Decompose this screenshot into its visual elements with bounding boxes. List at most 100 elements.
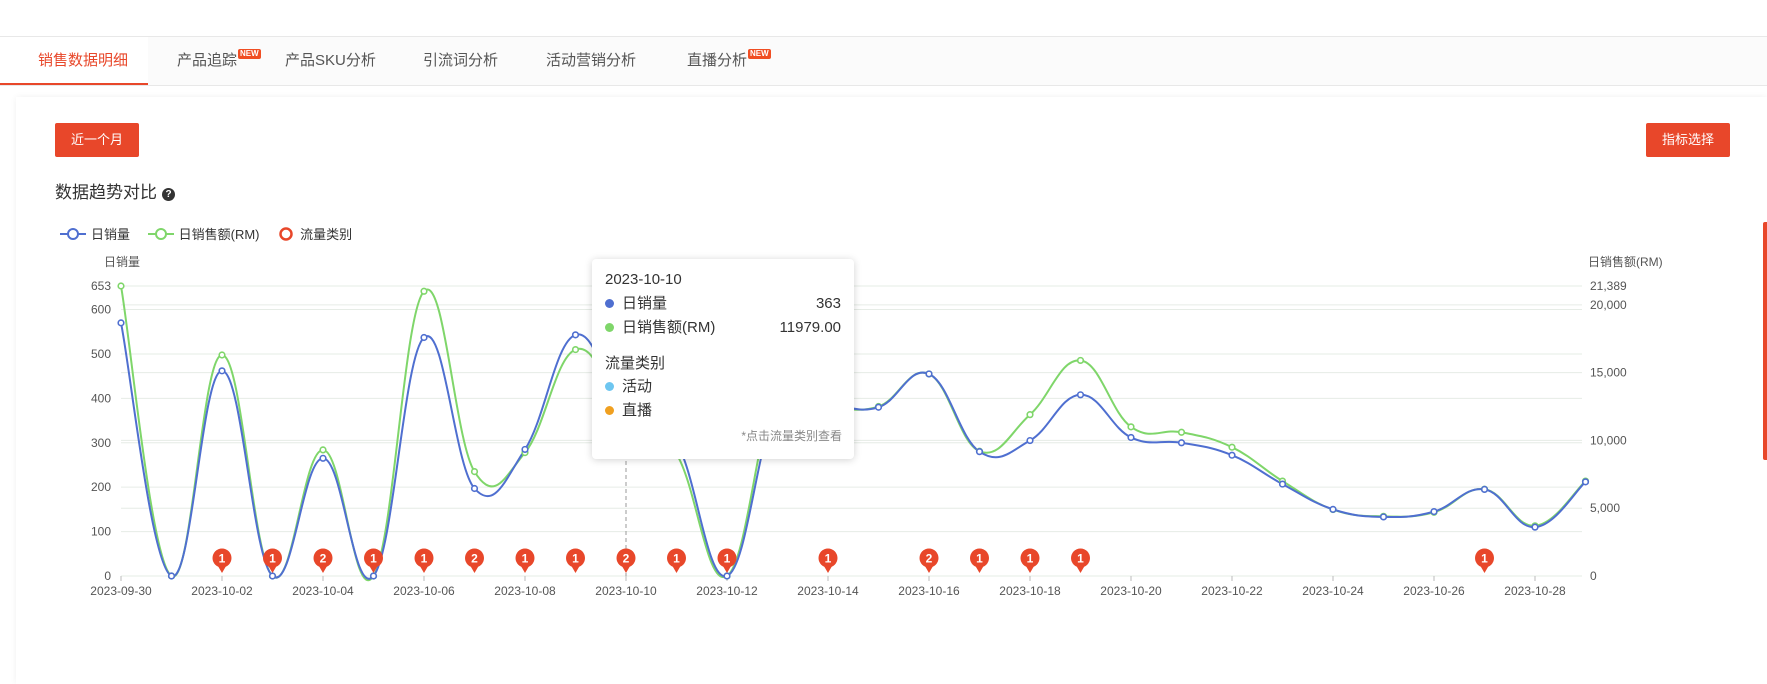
tooltip-category-activity[interactable]: 活动 bbox=[605, 377, 841, 397]
flow-marker bbox=[313, 548, 333, 568]
tab-sku-analysis[interactable]: 产品SKU分析 bbox=[285, 37, 376, 84]
x-tick-label: 2023-10-02 bbox=[191, 584, 253, 598]
data-point bbox=[1127, 423, 1135, 431]
legend-label: 日销量 bbox=[91, 227, 131, 242]
tooltip-category-live[interactable]: 直播 bbox=[605, 401, 841, 421]
x-tick-label: 2023-09-30 bbox=[90, 584, 152, 598]
data-point bbox=[1278, 480, 1287, 488]
tab-campaign-analysis[interactable]: 活动营销分析 bbox=[546, 37, 636, 84]
flow-marker-count: 2 bbox=[926, 552, 933, 566]
flow-marker-count: 1 bbox=[1077, 552, 1084, 566]
dot-icon bbox=[605, 406, 614, 415]
legend-label: 日销售额(RM) bbox=[178, 227, 260, 242]
section-title: 数据趋势对比? bbox=[55, 178, 175, 203]
flow-marker-count: 1 bbox=[269, 552, 276, 566]
flow-marker bbox=[515, 548, 535, 568]
data-point bbox=[925, 370, 933, 378]
flow-marker-count: 1 bbox=[1481, 552, 1488, 566]
flow-marker-count: 1 bbox=[219, 552, 226, 566]
new-badge: NEW bbox=[238, 49, 261, 59]
metric-select-button[interactable]: 指标选择 bbox=[1646, 123, 1731, 157]
y-right-tick-label: 10,000 bbox=[1590, 433, 1627, 447]
data-point bbox=[117, 282, 125, 290]
y-right-axis-label: 日销售额(RM) bbox=[1588, 254, 1663, 269]
date-range-button[interactable]: 近一个月 bbox=[55, 123, 140, 157]
flow-marker bbox=[818, 548, 838, 568]
chart-legend: 日销量 日销售额(RM) 流量类别 bbox=[60, 224, 366, 244]
data-point bbox=[1076, 391, 1085, 399]
tooltip-label: 直播 bbox=[622, 402, 653, 419]
circle-icon bbox=[279, 226, 293, 241]
y-right-tick-label: 21,389 bbox=[1590, 279, 1627, 293]
legend-label: 流量类别 bbox=[300, 227, 353, 242]
data-point bbox=[218, 367, 226, 375]
tab-label: 销售数据明细 bbox=[38, 52, 129, 69]
y-left-tick-label: 400 bbox=[91, 391, 111, 405]
flow-marker bbox=[212, 548, 232, 568]
data-point bbox=[1379, 513, 1388, 521]
y-right-tick-label: 15,000 bbox=[1590, 366, 1627, 380]
data-point bbox=[1026, 436, 1034, 445]
tab-traffic-keywords[interactable]: 引流词分析 bbox=[423, 37, 498, 84]
question-circle-icon[interactable]: ? bbox=[162, 188, 175, 201]
data-point bbox=[1228, 451, 1236, 459]
y-left-tick-label: 653 bbox=[91, 279, 111, 293]
chart-tooltip: 2023-10-10 日销量 363 日销售额(RM) 11979.00 流量类别 … bbox=[592, 259, 854, 459]
data-point bbox=[571, 345, 580, 354]
dot-icon bbox=[605, 323, 614, 332]
y-left-tick-label: 600 bbox=[91, 303, 111, 317]
line-circle-icon bbox=[60, 227, 86, 240]
x-tick-label: 2023-10-14 bbox=[797, 584, 859, 598]
legend-item-flow-category[interactable]: 流量类别 bbox=[277, 224, 352, 243]
data-point bbox=[420, 333, 428, 342]
data-point bbox=[1177, 439, 1186, 447]
y-right-tick-label: 20,000 bbox=[1590, 298, 1627, 312]
tab-sales-detail[interactable]: 销售数据明细 bbox=[0, 37, 149, 85]
data-point bbox=[1076, 356, 1085, 365]
data-point bbox=[268, 572, 277, 580]
flow-marker-count: 1 bbox=[673, 552, 680, 566]
flow-marker-count: 1 bbox=[976, 552, 983, 566]
data-point bbox=[117, 319, 125, 327]
legend-item-daily-revenue[interactable]: 日销售额(RM) bbox=[147, 224, 260, 243]
data-point bbox=[470, 468, 479, 476]
x-tick-label: 2023-10-08 bbox=[494, 584, 556, 598]
side-panel-handle[interactable] bbox=[1763, 222, 1767, 460]
y-right-tick-label: 5,000 bbox=[1590, 501, 1620, 515]
flow-marker-count: 2 bbox=[623, 552, 630, 566]
x-tick-label: 2023-10-26 bbox=[1403, 584, 1465, 598]
data-point bbox=[1127, 433, 1135, 442]
x-tick-label: 2023-10-10 bbox=[595, 584, 657, 598]
flow-marker bbox=[667, 548, 686, 568]
flow-marker bbox=[1475, 548, 1494, 568]
flow-marker bbox=[919, 548, 939, 568]
tooltip-row-units: 日销量 363 bbox=[605, 294, 841, 314]
new-badge: NEW bbox=[748, 49, 771, 59]
y-left-tick-label: 0 bbox=[104, 569, 111, 583]
data-point bbox=[470, 484, 479, 493]
flow-marker-count: 1 bbox=[572, 552, 579, 566]
flow-marker-count: 1 bbox=[724, 552, 731, 566]
flow-marker-count: 2 bbox=[320, 552, 327, 566]
flow-marker-count: 1 bbox=[370, 552, 377, 566]
flow-marker-count: 1 bbox=[825, 552, 832, 566]
data-point bbox=[319, 446, 327, 454]
y-left-tick-label: 200 bbox=[91, 480, 111, 494]
legend-item-daily-units[interactable]: 日销量 bbox=[60, 224, 130, 243]
tooltip-label: 活动 bbox=[622, 378, 653, 395]
data-point bbox=[1531, 523, 1539, 531]
tooltip-value: 11979.00 bbox=[779, 319, 841, 336]
x-tick-label: 2023-10-28 bbox=[1504, 584, 1566, 598]
data-point bbox=[1581, 478, 1590, 486]
tab-product-tracking[interactable]: 产品追踪 NEW bbox=[177, 37, 261, 84]
x-tick-label: 2023-10-20 bbox=[1100, 584, 1162, 598]
x-tick-label: 2023-10-04 bbox=[292, 584, 354, 598]
data-point bbox=[874, 403, 883, 411]
flow-marker bbox=[1020, 548, 1040, 568]
y-right-tick-label: 0 bbox=[1590, 569, 1597, 583]
tab-live-analysis[interactable]: 直播分析 NEW bbox=[687, 37, 771, 84]
flow-marker bbox=[414, 548, 434, 568]
tab-label: 直播分析 bbox=[687, 52, 748, 69]
y-left-tick-label: 500 bbox=[91, 347, 111, 361]
